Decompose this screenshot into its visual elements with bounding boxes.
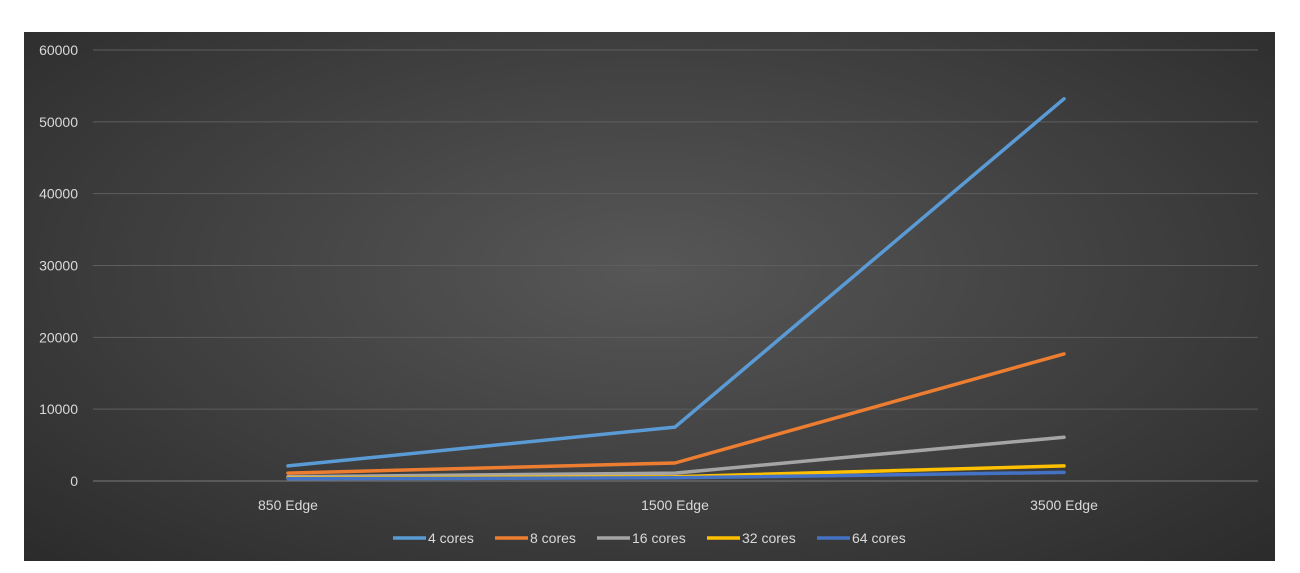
y-tick-label: 40000 bbox=[39, 186, 78, 202]
x-tick-label: 1500 Edge bbox=[641, 497, 709, 513]
y-tick-label: 30000 bbox=[39, 258, 78, 274]
legend-label: 8 cores bbox=[530, 530, 576, 546]
legend-label: 32 cores bbox=[742, 530, 796, 546]
gridlines bbox=[93, 49, 1258, 482]
legend-label: 16 cores bbox=[632, 530, 686, 546]
y-axis-ticks: 0 10000 20000 30000 40000 50000 60000 bbox=[39, 42, 78, 489]
y-tick-label: 20000 bbox=[39, 329, 78, 345]
series-line-4-cores bbox=[286, 97, 1066, 468]
series-line-8-cores bbox=[286, 352, 1066, 475]
series-lines bbox=[286, 97, 1066, 481]
y-tick-label: 10000 bbox=[39, 401, 78, 417]
legend: 4 cores 8 cores 16 cores 32 cores 64 cores bbox=[393, 530, 906, 546]
x-tick-label: 3500 Edge bbox=[1030, 497, 1098, 513]
legend-label: 64 cores bbox=[852, 530, 906, 546]
y-tick-label: 50000 bbox=[39, 114, 78, 130]
series-line-16-cores bbox=[286, 435, 1066, 479]
x-tick-label: 850 Edge bbox=[258, 497, 318, 513]
legend-label: 4 cores bbox=[428, 530, 474, 546]
y-tick-label: 0 bbox=[70, 473, 78, 489]
y-tick-label: 60000 bbox=[39, 42, 78, 58]
x-axis-ticks: 850 Edge 1500 Edge 3500 Edge bbox=[258, 497, 1098, 513]
series-line-64-cores bbox=[286, 470, 1066, 481]
